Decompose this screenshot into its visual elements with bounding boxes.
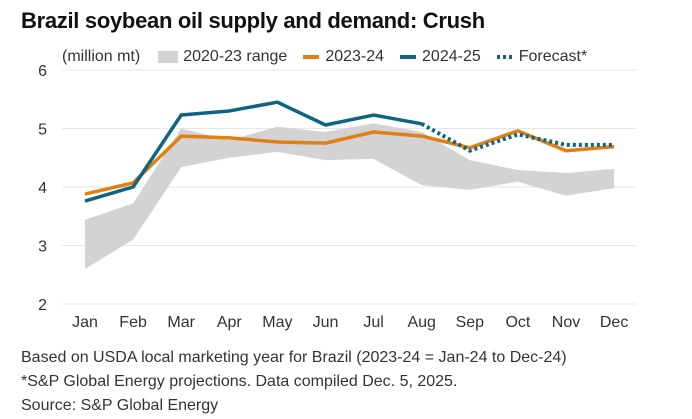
x-tick-label: Apr <box>217 314 243 331</box>
y-tick-label: 3 <box>38 239 47 256</box>
legend: (million mt) 2020-23 range 2023-24 2024-… <box>62 47 603 67</box>
chart-title: Brazil soybean oil supply and demand: Cr… <box>21 8 485 33</box>
footnote-source: Source: S&P Global Energy <box>21 397 219 414</box>
legend-item-2023-24: 2023-24 <box>303 48 384 66</box>
line-swatch-2023-24 <box>303 55 320 59</box>
x-tick-label: Feb <box>119 314 147 331</box>
footnote-projections: *S&P Global Energy projections. Data com… <box>21 373 458 390</box>
chart-area: 2 3 4 5 6 Jan Feb Mar Apr May Jun Jul Aug Sep Oct Nov D… <box>38 63 636 331</box>
series-line-2024-25 <box>84 100 423 203</box>
range-swatch <box>158 51 179 63</box>
x-tick-label: Aug <box>407 314 435 331</box>
range-band <box>85 123 615 269</box>
x-tick-label: Oct <box>505 314 530 331</box>
legend-label-2023-24: 2023-24 <box>325 48 385 65</box>
unit-label: (million mt) <box>62 48 141 65</box>
series-line-2023-24 <box>84 129 615 196</box>
legend-item-forecast: Forecast* <box>496 48 588 66</box>
y-tick-label: 6 <box>38 63 47 80</box>
x-tick-label: Dec <box>600 314 628 331</box>
series-line-forecast- <box>420 122 615 153</box>
range-area <box>85 123 615 269</box>
x-tick-label: Mar <box>167 314 195 331</box>
legend-label-range: 2020-23 range <box>183 48 288 65</box>
y-axis-ticks: 2 3 4 5 6 <box>38 63 47 314</box>
series-lines <box>84 100 615 203</box>
y-tick-label: 2 <box>38 297 47 314</box>
x-tick-label: Jul <box>363 314 383 331</box>
footnote-marketing-year: Based on USDA local marketing year for B… <box>21 349 567 366</box>
x-tick-label: Jun <box>313 314 339 331</box>
y-tick-label: 5 <box>38 122 47 139</box>
x-axis-ticks: Jan Feb Mar Apr May Jun Jul Aug Sep Oct Nov Dec <box>72 314 628 331</box>
legend-item-range: 2020-23 range <box>158 48 287 66</box>
legend-label-2024-25: 2024-25 <box>422 48 481 65</box>
legend-label-forecast: Forecast* <box>518 48 588 65</box>
y-tick-label: 4 <box>38 180 47 197</box>
legend-item-2024-25: 2024-25 <box>400 48 481 66</box>
x-tick-label: Sep <box>456 314 485 331</box>
dotted-swatch-forecast <box>496 55 513 59</box>
x-tick-label: Jan <box>72 314 98 331</box>
x-tick-label: Nov <box>552 314 580 331</box>
x-tick-label: May <box>262 314 292 331</box>
line-swatch-2024-25 <box>400 55 417 59</box>
